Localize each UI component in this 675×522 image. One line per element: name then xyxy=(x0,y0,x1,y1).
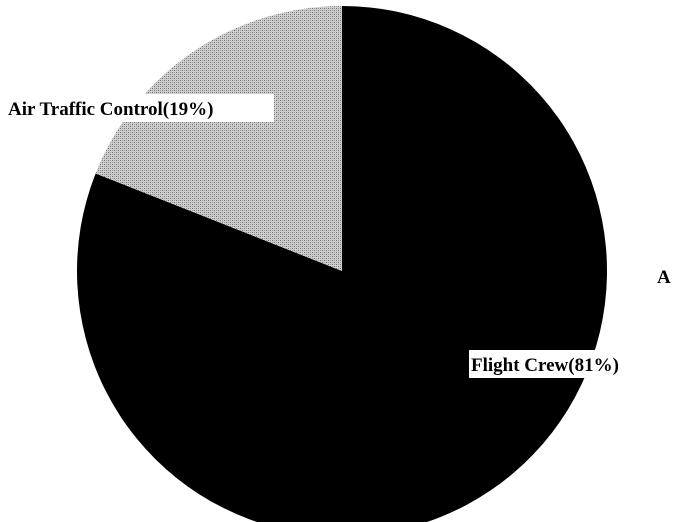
label-air-traffic-control: Air Traffic Control(19%) xyxy=(8,99,213,120)
pie-slice-flight-crew xyxy=(77,6,607,522)
cropped-label-fragment: A xyxy=(657,267,671,288)
label-box-flight-crew xyxy=(469,350,675,378)
pie-slice-air-traffic-control xyxy=(95,5,342,271)
pie-slices xyxy=(77,5,607,522)
label-box-atc xyxy=(6,94,274,122)
label-flight-crew: Flight Crew(81%) xyxy=(471,355,619,376)
